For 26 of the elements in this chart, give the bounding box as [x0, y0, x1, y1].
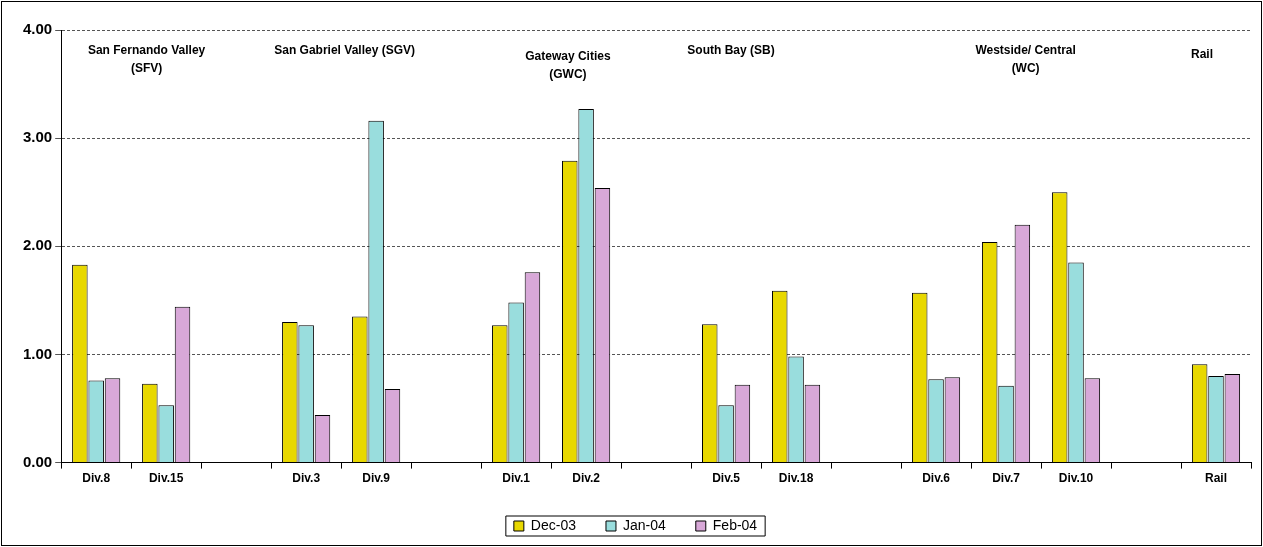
legend-label: Dec-03 [530, 516, 577, 533]
x-tick-label: Div.18 [778, 471, 814, 486]
x-tick-label: Div.15 [148, 471, 184, 486]
x-tick-label: Div.3 [292, 471, 321, 486]
x-tick-label: Div.1 [502, 471, 531, 486]
y-tick-label: 1.00 [22, 344, 53, 362]
y-tick-label: 4.00 [22, 20, 53, 38]
x-tick-label: Div.9 [362, 471, 391, 486]
annotation: San Fernando Valley (SFV) [86, 41, 207, 77]
y-tick-label: 3.00 [22, 128, 53, 146]
annotation: San Gabriel Valley (SGV) [273, 41, 416, 59]
legend-label: Jan-04 [622, 516, 666, 533]
x-tick-label: Div.8 [82, 471, 111, 486]
y-tick-label: 2.00 [22, 236, 53, 254]
x-tick-label: Div.7 [992, 471, 1021, 486]
x-tick-label: Div.10 [1058, 471, 1094, 486]
x-tick-label: Div.6 [922, 471, 951, 486]
y-tick-label: 0.00 [22, 452, 53, 470]
x-tick-label: Rail [1205, 471, 1228, 486]
annotation: Rail [1190, 46, 1214, 64]
x-tick-label: Div.5 [712, 471, 741, 486]
legend-label: Feb-04 [712, 516, 758, 533]
annotation: Westside/ Central (WC) [974, 41, 1077, 77]
annotation: South Bay (SB) [686, 41, 776, 59]
annotation: Gateway Cities (GWC) [524, 48, 612, 84]
x-tick-label: Div.2 [572, 471, 601, 486]
